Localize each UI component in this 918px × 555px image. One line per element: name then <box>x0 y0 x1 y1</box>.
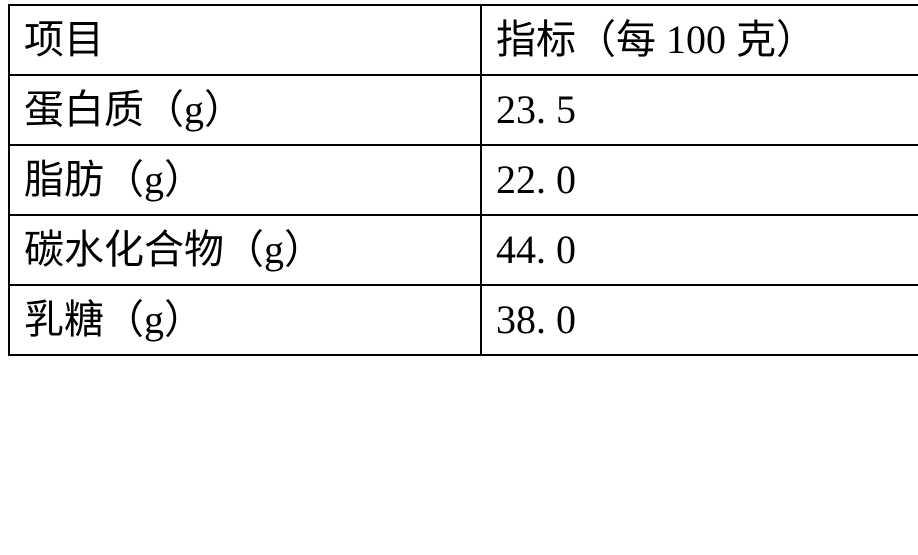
row-value-protein: 23. 5 <box>481 75 918 145</box>
header-item-label: 项目 <box>9 5 481 75</box>
table-row: 乳糖（g） 38. 0 <box>9 285 918 355</box>
row-item-protein: 蛋白质（g） <box>9 75 481 145</box>
row-item-lactose: 乳糖（g） <box>9 285 481 355</box>
row-value-lactose: 38. 0 <box>481 285 918 355</box>
nutrition-table-container: 项目 指标（每 100 克） 蛋白质（g） 23. 5 脂肪（g） 22. 0 … <box>0 0 918 555</box>
row-item-fat: 脂肪（g） <box>9 145 481 215</box>
row-value-fat: 22. 0 <box>481 145 918 215</box>
row-item-carbohydrate: 碳水化合物（g） <box>9 215 481 285</box>
header-indicator-label: 指标（每 100 克） <box>481 5 918 75</box>
nutrition-table: 项目 指标（每 100 克） 蛋白质（g） 23. 5 脂肪（g） 22. 0 … <box>8 4 918 356</box>
table-row: 脂肪（g） 22. 0 <box>9 145 918 215</box>
table-header-row: 项目 指标（每 100 克） <box>9 5 918 75</box>
row-value-carbohydrate: 44. 0 <box>481 215 918 285</box>
table-row: 蛋白质（g） 23. 5 <box>9 75 918 145</box>
table-row: 碳水化合物（g） 44. 0 <box>9 215 918 285</box>
